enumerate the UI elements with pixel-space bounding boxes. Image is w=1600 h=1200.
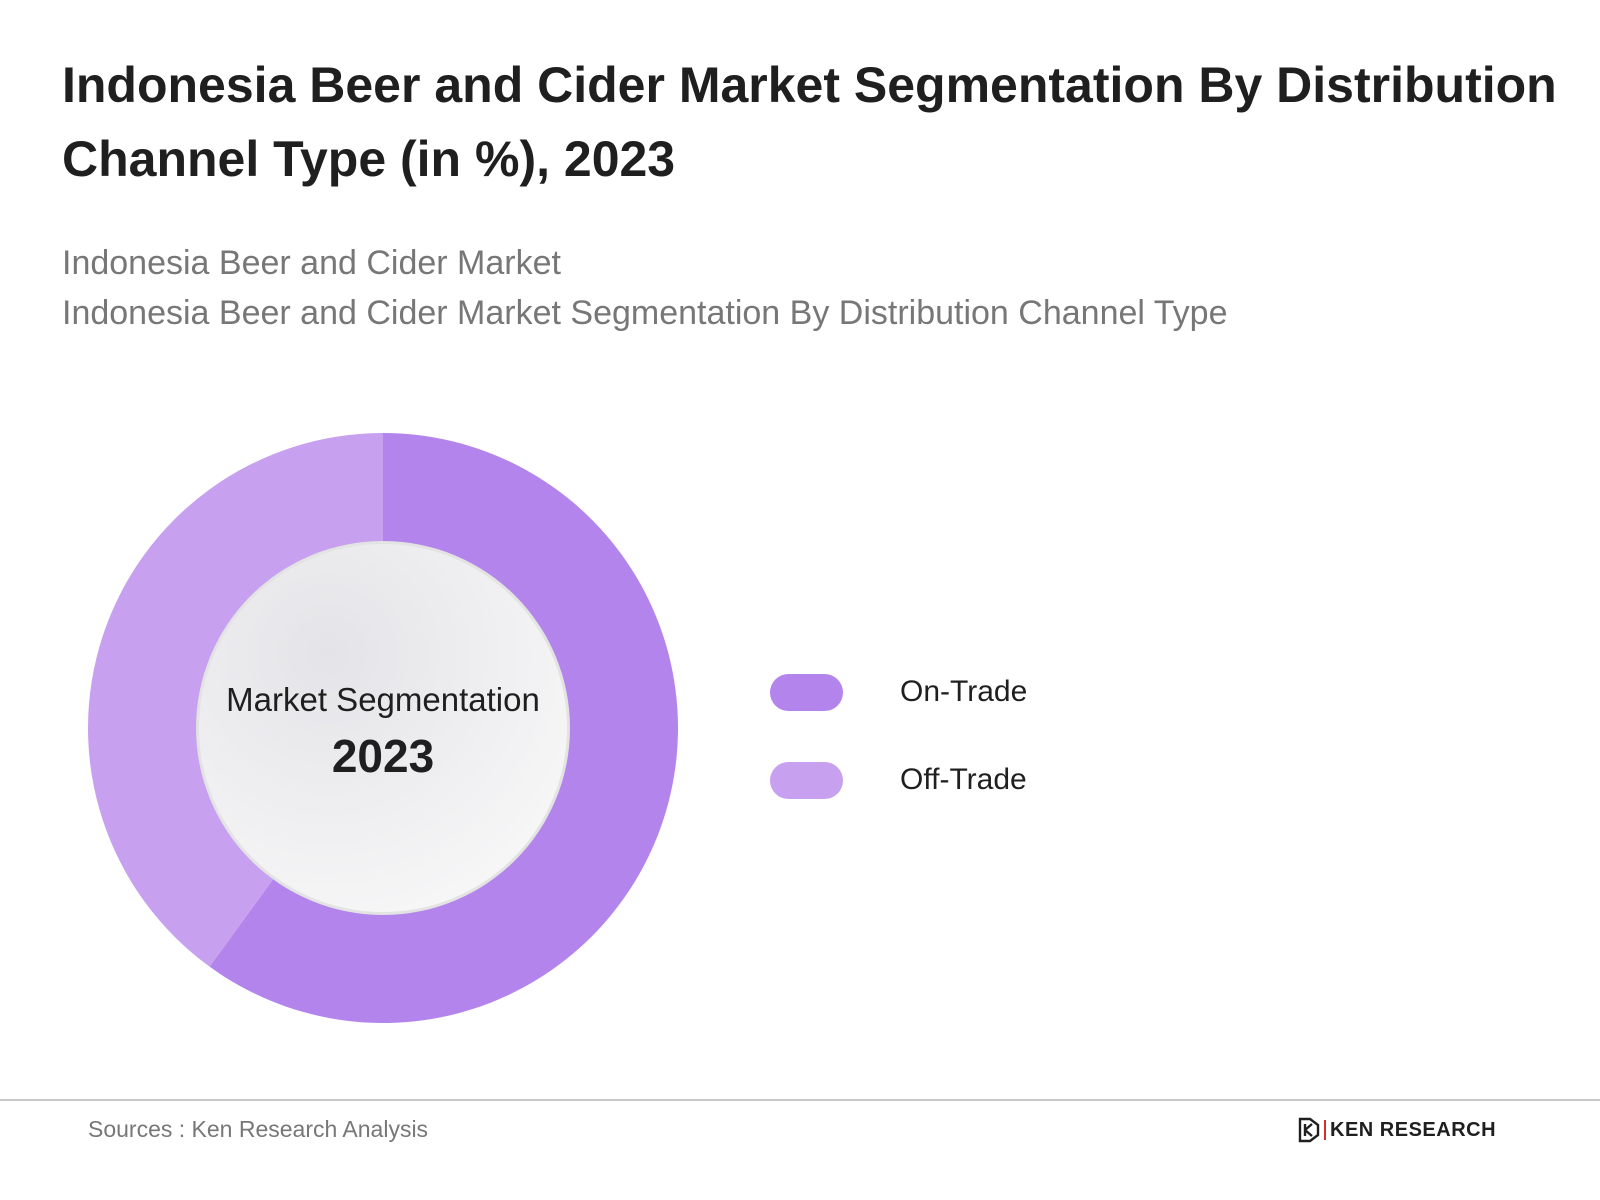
logo-text: KEN RESEARCH [1330,1118,1497,1141]
donut-chart: Market Segmentation 2023 [88,433,679,1024]
source-note: Sources : Ken Research Analysis [88,1116,429,1142]
subtitle-line-market: Indonesia Beer and Cider Market [62,244,561,282]
donut-hole [199,544,567,912]
legend-label-off-trade: Off-Trade [900,763,1027,796]
legend-swatch-on-trade [770,673,843,711]
ken-research-logo-icon [1298,1117,1320,1143]
logo-divider [1324,1120,1326,1140]
center-year: 2023 [332,730,434,782]
legend-label-on-trade: On-Trade [900,675,1028,708]
footer-divider [0,1099,1600,1101]
ken-research-logo: KEN RESEARCH [1298,1117,1496,1143]
center-label: Market Segmentation [226,681,540,718]
chart-subtitle: Indonesia Beer and Cider Market Indonesi… [62,238,1227,338]
subtitle-line-segmentation: Indonesia Beer and Cider Market Segmenta… [62,294,1228,332]
chart-legend: On-Trade Off-Trade [770,672,1027,848]
legend-item-on-trade: On-Trade [770,672,1027,712]
legend-swatch-off-trade [770,761,843,799]
legend-item-off-trade: Off-Trade [770,760,1027,800]
chart-title: Indonesia Beer and Cider Market Segmenta… [62,57,1557,187]
